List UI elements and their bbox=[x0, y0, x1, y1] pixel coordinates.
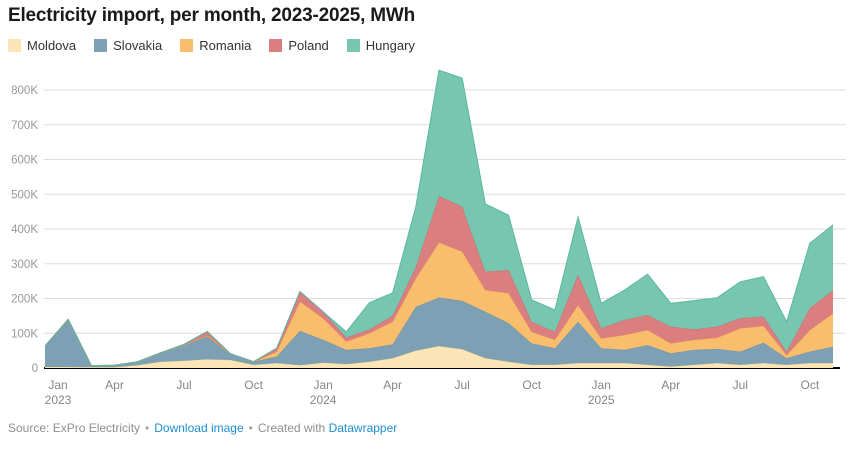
line-hungary bbox=[44, 69, 834, 367]
area-poland bbox=[45, 195, 833, 366]
x-tick-label: Apr bbox=[105, 378, 124, 392]
legend-swatch-icon bbox=[269, 39, 283, 52]
source-text: Source: ExPro Electricity bbox=[8, 421, 141, 435]
y-tick-label: 800K bbox=[11, 85, 38, 97]
legend-swatch-icon bbox=[8, 39, 21, 52]
x-tick-label: Oct bbox=[522, 378, 541, 392]
legend-label: Hungary bbox=[365, 38, 415, 53]
y-tick-label: 700K bbox=[11, 120, 38, 132]
datawrapper-link[interactable]: Datawrapper bbox=[328, 421, 398, 435]
separator-dot: • bbox=[145, 421, 150, 435]
legend: Moldova Slovakia Romania Poland Hungary bbox=[8, 38, 415, 53]
legend-label: Poland bbox=[288, 38, 329, 53]
legend-swatch-icon bbox=[346, 39, 360, 52]
x-tick-label: Oct bbox=[800, 378, 819, 392]
legend-item-poland: Poland bbox=[269, 38, 329, 53]
area-hungary bbox=[45, 70, 833, 366]
x-tick-label: Jul bbox=[176, 378, 191, 392]
y-tick-label: 600K bbox=[11, 155, 38, 167]
legend-swatch-icon bbox=[180, 39, 194, 52]
x-tick-label: Jul bbox=[733, 378, 748, 392]
y-tick-label: 0 bbox=[32, 363, 38, 375]
page-title: Electricity import, per month, 2023-2025… bbox=[8, 5, 415, 26]
legend-swatch-icon bbox=[94, 39, 108, 52]
y-tick-label: 100K bbox=[11, 328, 38, 340]
x-tick-label: Jul bbox=[455, 378, 470, 392]
y-tick-label: 500K bbox=[11, 189, 38, 201]
legend-label: Slovakia bbox=[113, 38, 163, 53]
x-tick-year-label: 2024 bbox=[310, 393, 337, 407]
x-tick-year-label: 2025 bbox=[588, 393, 615, 407]
x-tick-label: Jan bbox=[48, 378, 67, 392]
legend-item-romania: Romania bbox=[180, 38, 251, 53]
legend-item-slovakia: Slovakia bbox=[94, 38, 162, 53]
y-tick-label: 300K bbox=[11, 259, 38, 271]
area-romania bbox=[45, 242, 833, 366]
area-slovakia bbox=[45, 297, 833, 368]
y-tick-label: 400K bbox=[11, 224, 38, 236]
x-tick-label: Oct bbox=[244, 378, 263, 392]
x-tick-label: Apr bbox=[383, 378, 402, 392]
legend-label: Moldova bbox=[27, 38, 77, 53]
created-with-text: Created with bbox=[257, 421, 326, 435]
x-tick-label: Jan bbox=[592, 378, 611, 392]
legend-label: Romania bbox=[199, 38, 252, 53]
legend-item-moldova: Moldova bbox=[8, 38, 76, 53]
separator-dot: • bbox=[248, 421, 253, 435]
x-tick-year-label: 2023 bbox=[45, 393, 72, 407]
download-image-link[interactable]: Download image bbox=[154, 421, 244, 435]
footer: Source: ExPro Electricity • Download image… bbox=[8, 421, 397, 435]
legend-item-hungary: Hungary bbox=[346, 38, 415, 53]
x-tick-label: Jan bbox=[313, 378, 332, 392]
y-tick-label: 200K bbox=[11, 294, 38, 306]
x-tick-label: Apr bbox=[661, 378, 680, 392]
